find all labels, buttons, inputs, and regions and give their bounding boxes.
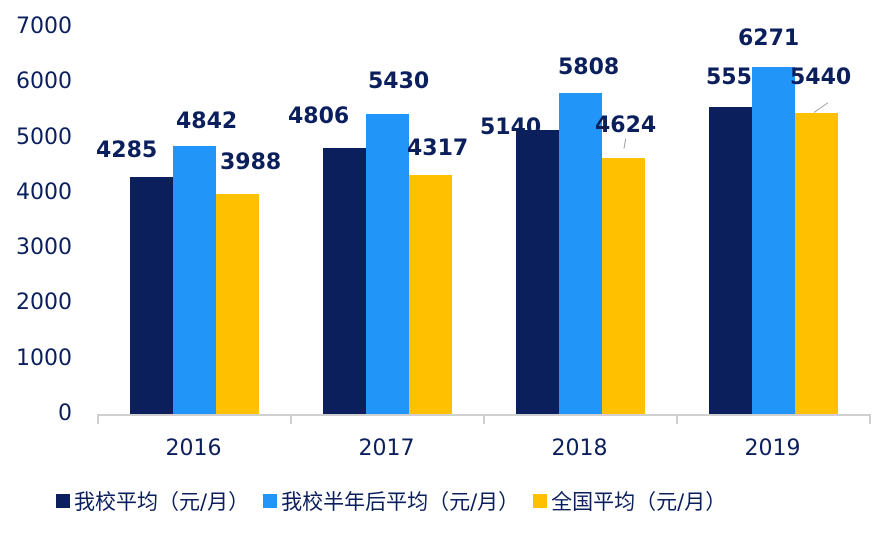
legend-swatch-icon: [533, 494, 548, 508]
x-tick-label: 2016: [165, 436, 222, 461]
data-label: 5808: [558, 55, 620, 80]
bar-2016-series-2: [173, 146, 216, 414]
bar-2018-series-3: [602, 158, 645, 414]
y-tick-label: 3000: [16, 235, 72, 261]
data-label: 5440: [790, 65, 852, 90]
y-tick-label: 4000: [16, 179, 72, 205]
leader-line: [813, 102, 829, 113]
y-tick-label: 1000: [16, 345, 72, 371]
x-tick-label: 2017: [358, 436, 415, 461]
data-label: 4285: [96, 138, 158, 163]
x-axis-tick: [290, 414, 292, 424]
legend-label: 我校半年后平均（元/月）: [281, 490, 520, 514]
bar-2016-series-3: [216, 193, 259, 414]
bar-2019-series-1: [709, 107, 752, 414]
bar-2017-series-1: [323, 148, 366, 414]
y-tick-label: 2000: [16, 290, 72, 316]
data-label: 4624: [595, 113, 657, 138]
data-label: 4842: [176, 109, 238, 134]
x-axis-tick: [483, 414, 485, 424]
data-label: 5140: [480, 115, 542, 140]
legend: 我校平均（元/月） 我校半年后平均（元/月） 全国平均（元/月）: [56, 486, 740, 516]
x-axis-tick: [869, 414, 871, 424]
x-tick-label: 2019: [744, 436, 801, 461]
bar-2019-series-2: [752, 67, 795, 414]
bar-2016-series-1: [130, 177, 173, 414]
bar-2018-series-2: [559, 92, 602, 414]
data-label: 6271: [738, 26, 800, 51]
leader-line: [623, 138, 627, 149]
legend-swatch-icon: [56, 494, 70, 508]
legend-swatch-icon: [263, 494, 278, 508]
bar-2018-series-1: [516, 129, 559, 414]
y-tick-label: 7000: [16, 14, 72, 39]
y-tick-label: 0: [58, 401, 72, 426]
legend-item: 我校平均（元/月）: [56, 486, 249, 516]
data-label: 3988: [220, 150, 282, 175]
x-axis-tick: [676, 414, 678, 424]
y-tick-label: 5000: [16, 124, 72, 150]
legend-label: 全国平均（元/月）: [551, 490, 727, 514]
x-tick-label: 2018: [551, 436, 608, 461]
data-label: 4806: [288, 104, 350, 129]
bar-2017-series-2: [366, 113, 409, 414]
legend-item: 我校半年后平均（元/月）: [263, 486, 519, 516]
legend-item: 全国平均（元/月）: [533, 486, 726, 516]
data-label: 5430: [368, 69, 430, 94]
legend-label: 我校平均（元/月）: [74, 490, 250, 514]
bar-2017-series-3: [409, 175, 452, 414]
data-label: 4317: [407, 136, 469, 161]
y-tick-label: 6000: [16, 69, 72, 95]
x-axis-tick: [97, 414, 99, 424]
bar-2019-series-3: [795, 113, 838, 414]
